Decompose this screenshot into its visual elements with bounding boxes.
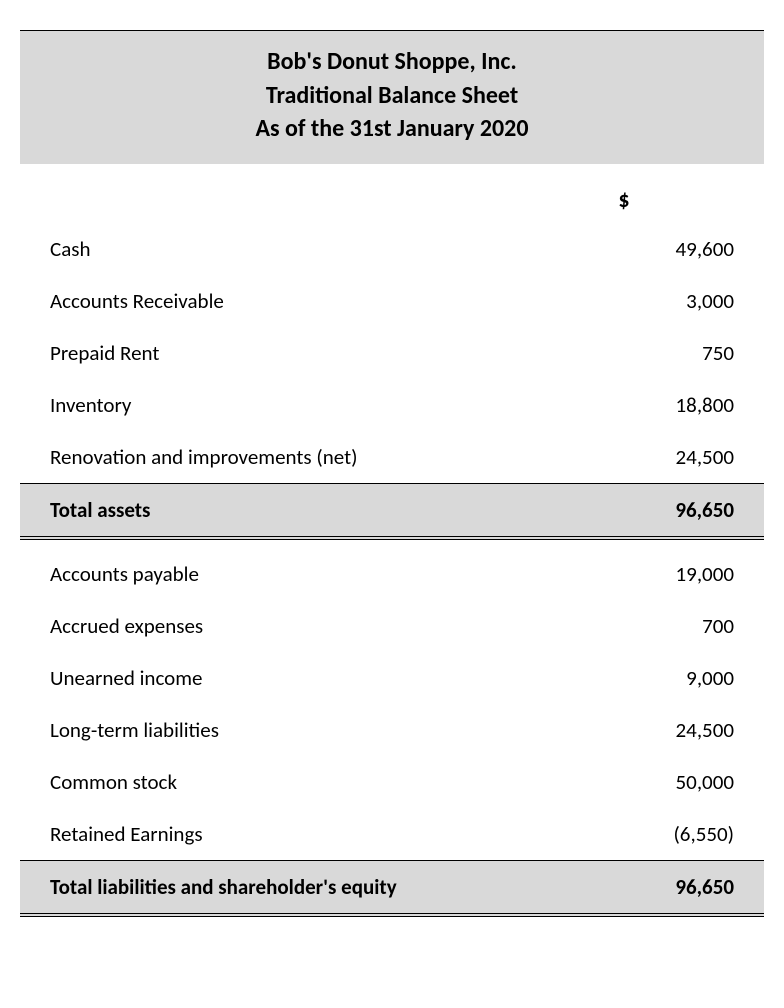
- row-value: 700: [594, 613, 734, 639]
- row-label: Unearned income: [50, 665, 594, 691]
- total-value: 96,650: [594, 874, 734, 900]
- row-label: Long-term liabilities: [50, 717, 594, 743]
- row-label: Retained Earnings: [50, 821, 594, 847]
- row-label: Common stock: [50, 769, 594, 795]
- currency-row: $: [20, 164, 764, 223]
- table-row: Accounts payable 19,000: [20, 548, 764, 600]
- row-label: Renovation and improvements (net): [50, 444, 594, 470]
- balance-sheet: Bob's Donut Shoppe, Inc. Traditional Bal…: [20, 30, 764, 917]
- row-value: 19,000: [594, 561, 734, 587]
- row-value: 24,500: [594, 444, 734, 470]
- table-row: Unearned income 9,000: [20, 652, 764, 704]
- total-label: Total liabilities and shareholder's equi…: [50, 874, 594, 900]
- header-block: Bob's Donut Shoppe, Inc. Traditional Bal…: [20, 30, 764, 164]
- row-label: Accounts payable: [50, 561, 594, 587]
- row-value: 49,600: [594, 236, 734, 262]
- row-label: Accounts Receivable: [50, 288, 594, 314]
- row-value: 750: [594, 340, 734, 366]
- currency-symbol: $: [514, 186, 734, 213]
- row-label: Prepaid Rent: [50, 340, 594, 366]
- table-row: Accounts Receivable 3,000: [20, 275, 764, 327]
- table-row: Accrued expenses 700: [20, 600, 764, 652]
- row-value: (6,550): [594, 821, 734, 847]
- table-row: Long-term liabilities 24,500: [20, 704, 764, 756]
- row-label: Inventory: [50, 392, 594, 418]
- row-label: Cash: [50, 236, 594, 262]
- row-value: 50,000: [594, 769, 734, 795]
- table-row: Inventory 18,800: [20, 379, 764, 431]
- total-liabilities-row: Total liabilities and shareholder's equi…: [20, 861, 764, 917]
- table-row: Cash 49,600: [20, 223, 764, 275]
- total-assets-row: Total assets 96,650: [20, 484, 764, 540]
- row-label: Accrued expenses: [50, 613, 594, 639]
- sheet-date: As of the 31st January 2020: [20, 112, 764, 146]
- total-label: Total assets: [50, 497, 594, 523]
- row-value: 3,000: [594, 288, 734, 314]
- total-value: 96,650: [594, 497, 734, 523]
- table-row: Common stock 50,000: [20, 756, 764, 808]
- company-name: Bob's Donut Shoppe, Inc.: [20, 45, 764, 79]
- sheet-title: Traditional Balance Sheet: [20, 79, 764, 113]
- row-value: 9,000: [594, 665, 734, 691]
- row-value: 24,500: [594, 717, 734, 743]
- table-row: Prepaid Rent 750: [20, 327, 764, 379]
- row-value: 18,800: [594, 392, 734, 418]
- table-row: Retained Earnings (6,550): [20, 808, 764, 861]
- table-row: Renovation and improvements (net) 24,500: [20, 431, 764, 484]
